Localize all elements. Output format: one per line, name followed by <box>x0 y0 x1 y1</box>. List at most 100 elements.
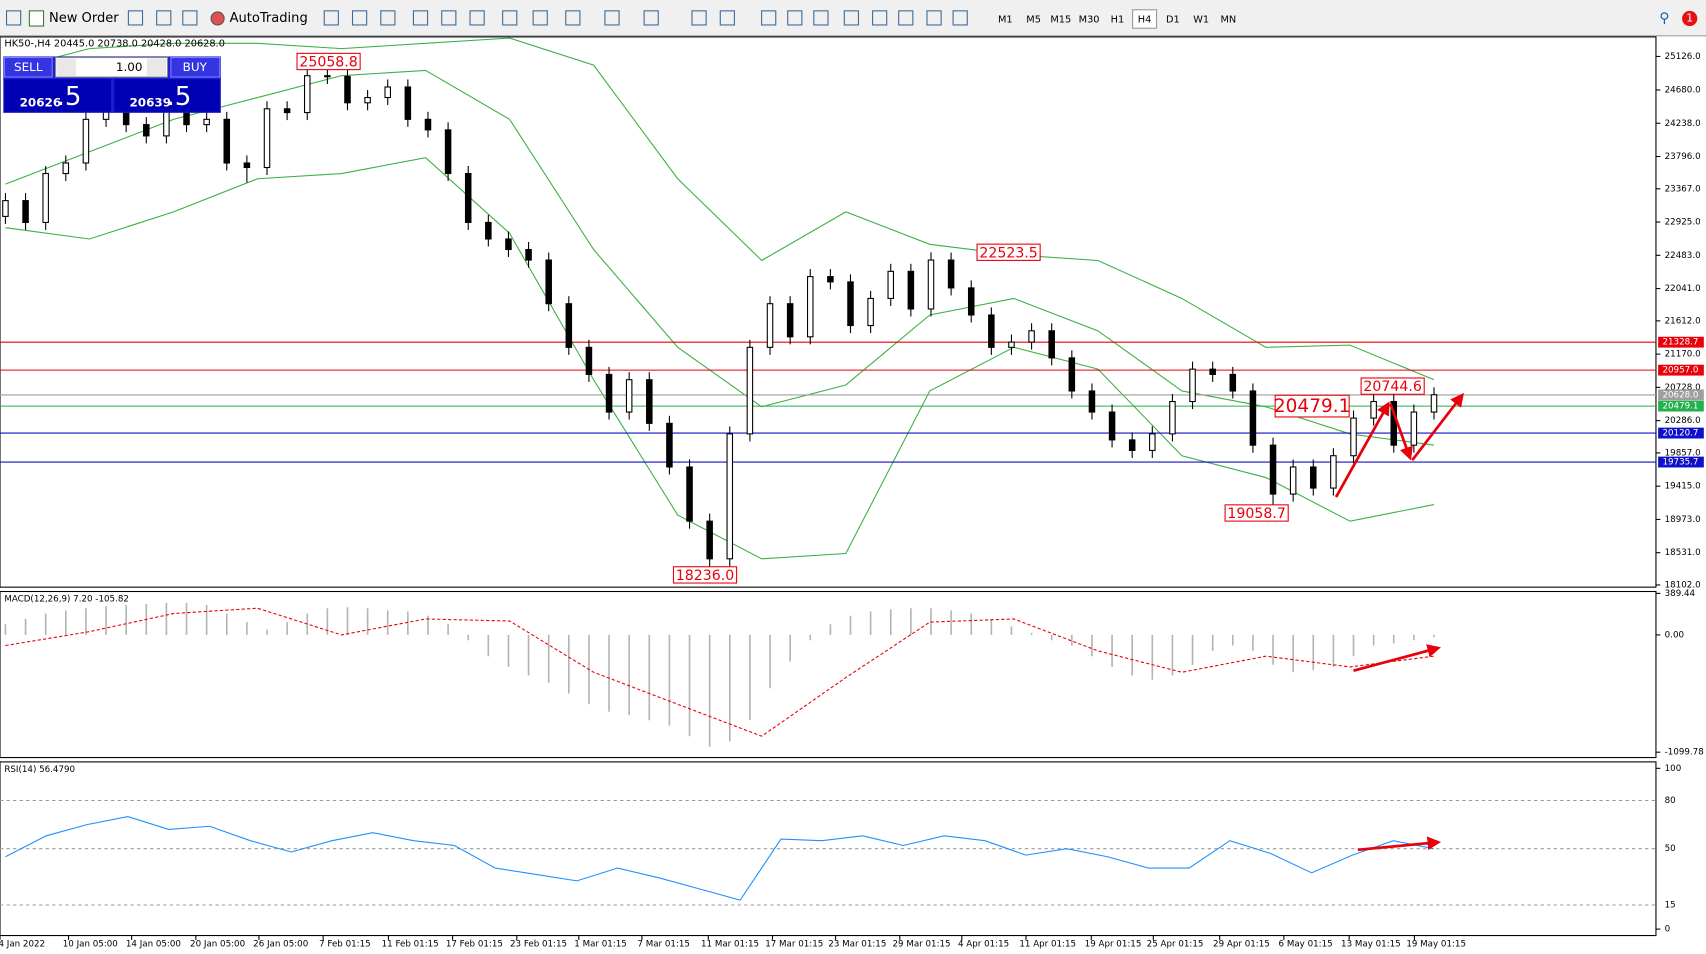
toolbar-icon[interactable] <box>351 10 368 26</box>
toolbar-icon[interactable] <box>872 10 888 26</box>
candle-body <box>1048 330 1055 359</box>
toolbar-icon[interactable] <box>643 10 659 26</box>
y-tick-label: 18102.0 <box>1665 580 1701 590</box>
y-tick-label: 80 <box>1665 796 1676 806</box>
candle-body <box>42 172 49 223</box>
bollinger-lower <box>5 157 1435 560</box>
candle-body <box>384 86 391 99</box>
lot-down[interactable] <box>56 58 77 76</box>
autotrading-label[interactable]: AutoTrading <box>230 11 308 26</box>
x-tick-label: 11 Mar 01:15 <box>701 940 759 950</box>
timeframe[interactable]: W1 <box>1193 15 1209 26</box>
candle-body <box>82 118 90 164</box>
price-label: 20120.7 <box>1662 429 1698 439</box>
candle-body <box>1209 368 1216 375</box>
price-label-bg <box>1658 456 1704 468</box>
candle-body <box>1269 444 1277 495</box>
toolbar-icon[interactable] <box>719 10 735 26</box>
lot-up[interactable] <box>146 58 167 76</box>
drawn-arrows <box>1334 392 1464 852</box>
candle-body <box>263 108 271 169</box>
timeframe-active[interactable] <box>1132 9 1158 29</box>
buy-label[interactable]: BUY <box>183 60 208 74</box>
timeframe[interactable]: MN <box>1220 15 1236 26</box>
x-tick-label: 26 Jan 05:00 <box>253 940 308 950</box>
toolbar-icon[interactable] <box>787 10 803 26</box>
candle-body <box>1249 390 1257 446</box>
candle-body <box>907 270 915 310</box>
lot-input[interactable] <box>54 56 169 78</box>
toolbar-icon[interactable] <box>441 10 457 26</box>
autotrading-button[interactable]: AutoTrading <box>210 11 308 26</box>
timeframe[interactable]: M30 <box>1079 15 1100 26</box>
toolbar-icon[interactable] <box>898 10 914 26</box>
candle-body <box>525 248 532 261</box>
candle-body <box>947 259 955 289</box>
price-label: 20957.0 <box>1662 366 1698 376</box>
candle-body <box>2 200 9 217</box>
buy-price: 20639 <box>129 96 171 110</box>
x-tick-label: 7 Feb 01:15 <box>319 940 371 950</box>
sell-price-box[interactable] <box>4 79 111 112</box>
x-tick-label: 1 Mar 01:15 <box>574 940 627 950</box>
timeframe[interactable]: M15 <box>1050 15 1071 26</box>
toolbar-icon[interactable] <box>952 10 968 26</box>
x-tick-label: 14 Jan 05:00 <box>126 940 181 950</box>
annotation: 25058.8 <box>299 55 357 71</box>
buy-button[interactable] <box>170 56 221 78</box>
sell-label[interactable]: SELL <box>14 60 43 74</box>
price-label: 20628.0 <box>1662 390 1698 400</box>
toolbar-icon[interactable] <box>843 10 859 26</box>
timeframe[interactable]: D1 <box>1166 15 1180 26</box>
notification-badge[interactable] <box>1682 10 1698 27</box>
candle-body <box>806 276 814 338</box>
y-tick-label: 24238.0 <box>1665 119 1701 129</box>
y-tick-label: 22041.0 <box>1665 284 1701 294</box>
price-label-bg <box>1658 400 1704 412</box>
y-tick-label: 21170.0 <box>1665 350 1701 360</box>
toolbar-icon[interactable] <box>604 10 620 26</box>
timeframe[interactable]: H1 <box>1111 15 1125 26</box>
toolbar-icon[interactable] <box>412 10 429 26</box>
y-tick-label: 18973.0 <box>1665 515 1701 525</box>
toolbar-icon[interactable] <box>182 10 198 26</box>
timeframes: M1 M5 M15 M30 H1 H4 D1 W1 MN <box>998 9 1236 29</box>
search-icon[interactable]: ⚲ <box>1659 10 1669 26</box>
y-tick-label: 0.00 <box>1665 630 1684 640</box>
one-click-trading: SELL 1.00 BUY 20626 .5 20639 .5 <box>3 56 221 113</box>
candle-body <box>766 303 774 348</box>
y-tick-label: 20286.0 <box>1665 416 1701 426</box>
symbol-info: HK50-,H4 20445.0 20738.0 20428.0 20628.0 <box>4 38 225 49</box>
toolbar-icon[interactable] <box>691 10 707 26</box>
candle-body <box>1068 357 1076 392</box>
x-tick-label: 23 Feb 01:15 <box>510 940 567 950</box>
timeframe[interactable]: M1 <box>998 15 1013 26</box>
toolbar-icon[interactable] <box>761 10 777 26</box>
new-order-button[interactable]: New Order <box>28 10 119 27</box>
toolbar-icon[interactable] <box>5 10 22 26</box>
buy-price-box[interactable] <box>114 79 220 112</box>
candle-body <box>726 433 734 560</box>
candle-body <box>1289 466 1297 495</box>
new-order-label[interactable]: New Order <box>49 11 119 26</box>
toolbar-icon[interactable] <box>502 10 518 26</box>
rsi-chart: RSI(14) 56.4790 100 80 50 15 0 <box>0 764 1681 935</box>
candle-body <box>1350 417 1357 457</box>
toolbar-icon[interactable] <box>469 10 485 26</box>
timeframe[interactable]: M5 <box>1026 15 1041 26</box>
candle-body <box>485 221 492 240</box>
y-tick-label: -1099.78 <box>1665 748 1704 758</box>
indicator-title: RSI(14) 56.4790 <box>4 765 75 775</box>
timeframe[interactable]: H4 <box>1138 15 1152 26</box>
toolbar-icon[interactable] <box>532 10 548 26</box>
x-tick-label: 25 Apr 01:15 <box>1147 940 1204 950</box>
toolbar-icon[interactable] <box>565 10 581 26</box>
toolbar-icon[interactable] <box>926 10 942 26</box>
toolbar-icon[interactable] <box>813 10 829 26</box>
toolbar-icon[interactable] <box>156 10 172 26</box>
toolbar-icon[interactable] <box>127 10 144 26</box>
toolbar-icon[interactable] <box>380 10 396 26</box>
sell-button[interactable] <box>3 56 53 78</box>
toolbar-icon[interactable] <box>323 10 339 26</box>
lot-value[interactable]: 1.00 <box>116 60 143 74</box>
